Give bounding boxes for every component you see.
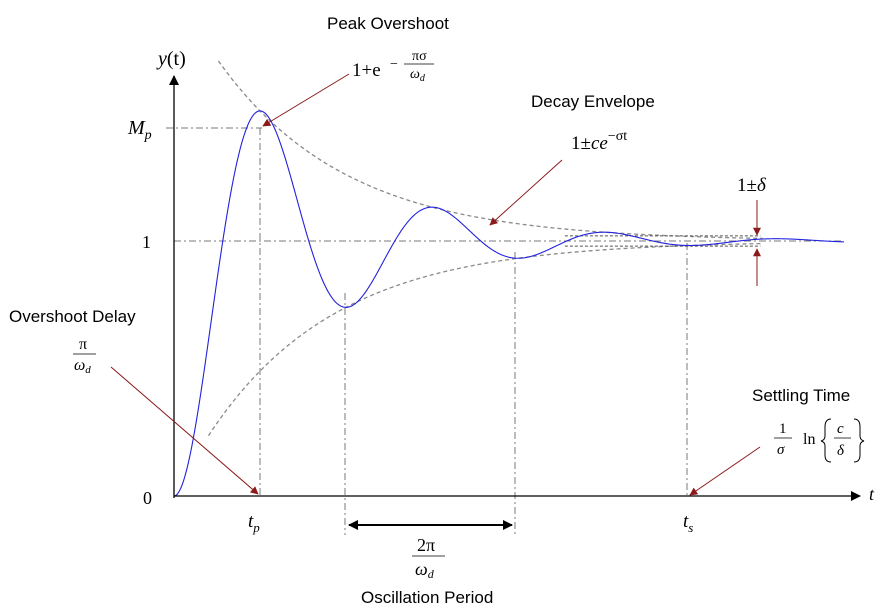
x-axis-label: t [869,484,875,504]
overshoot-delay-arrow [110,366,259,495]
oscillation-period-title: Oscillation Period [361,588,493,607]
svg-text:2π: 2π [417,535,435,555]
ts-label: ts [683,511,693,535]
mp-label: Mp [127,117,152,143]
decay-envelope-formula: 1±ce−σt [571,129,627,154]
overshoot-delay-title: Overshoot Delay [9,307,136,326]
svg-text:ωd: ωd [74,357,91,376]
step-response-curve [173,110,844,497]
svg-text:c: c [837,421,844,437]
peak-overshoot-arrow [262,73,350,127]
guide-lines [166,127,844,535]
decay-envelope-title: Decay Envelope [531,92,655,111]
svg-text:ωd: ωd [410,67,426,84]
overshoot-delay-formula: π ωd [73,336,96,376]
svg-text:ωd: ωd [415,559,435,581]
tp-label: tp [248,511,260,535]
peak-overshoot-title: Peak Overshoot [327,14,449,33]
oscillation-period-formula: 2π ωd [412,535,445,581]
settling-time-title: Settling Time [752,386,850,405]
svg-text:1: 1 [779,421,787,437]
svg-text:1+e: 1+e [352,60,381,81]
svg-text:πσ: πσ [412,49,427,64]
lower-decay-envelope [207,242,764,437]
y-axis-label: y(t) [156,48,186,70]
one-label: 1 [142,232,151,252]
peak-overshoot-formula: 1+e − πσ ωd [352,49,434,84]
svg-text:σ: σ [777,442,785,458]
settling-time-arrow [689,446,761,496]
decay-envelope-arrow [489,159,563,226]
tolerance-label: 1±δ [737,175,767,196]
svg-text:ln: ln [803,431,815,448]
svg-text:δ: δ [837,443,845,459]
settling-time-formula: 1 σ ln c δ [774,418,865,463]
svg-text:π: π [79,336,87,353]
svg-text:−: − [390,57,398,72]
origin-label: 0 [143,488,152,508]
